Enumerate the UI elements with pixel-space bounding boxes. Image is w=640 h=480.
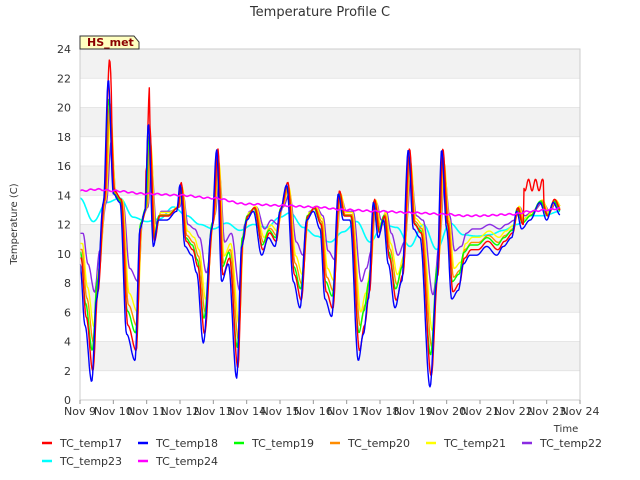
y-tick-label: 0 bbox=[64, 394, 71, 407]
plot-band bbox=[80, 283, 580, 313]
x-tick-label: Nov 24 bbox=[561, 405, 600, 418]
legend-item-tc-temp18: TC_temp18 bbox=[138, 437, 218, 450]
legend-label: TC_temp20 bbox=[347, 437, 410, 450]
legend-item-tc-temp20: TC_temp20 bbox=[330, 437, 410, 450]
plot-band bbox=[80, 166, 580, 196]
x-tick-label: Nov 19 bbox=[394, 405, 433, 418]
badge-label: HS_met bbox=[87, 36, 134, 49]
legend-label: TC_temp23 bbox=[59, 455, 122, 468]
plot-band bbox=[80, 107, 580, 137]
plot-band bbox=[80, 370, 580, 400]
plot-band bbox=[80, 253, 580, 283]
x-tick-label: Nov 15 bbox=[261, 405, 300, 418]
y-tick-label: 20 bbox=[57, 102, 71, 115]
legend-label: TC_temp17 bbox=[59, 437, 122, 450]
y-tick-label: 22 bbox=[57, 72, 71, 85]
y-tick-label: 18 bbox=[57, 131, 71, 144]
series-line-tc-temp17 bbox=[79, 59, 561, 377]
x-tick-label: Nov 18 bbox=[361, 405, 400, 418]
series-line-tc-temp20 bbox=[79, 102, 561, 348]
legend-label: TC_temp22 bbox=[539, 437, 602, 450]
chart-title: Temperature Profile C bbox=[249, 5, 390, 20]
y-tick-label: 24 bbox=[57, 43, 71, 56]
y-axis-label: Temperature (C) bbox=[9, 183, 20, 265]
x-tick-label: Nov 21 bbox=[461, 405, 500, 418]
legend-label: TC_temp24 bbox=[155, 455, 218, 468]
legend: TC_temp17 TC_temp18 TC_temp19 TC_temp20 TC_t… bbox=[42, 437, 602, 468]
legend-label: TC_temp18 bbox=[155, 437, 218, 450]
x-axis-label: Time bbox=[553, 424, 578, 435]
hs-met-badge: HS_met bbox=[79, 35, 140, 50]
plot-band bbox=[80, 312, 580, 342]
y-tick-label: 12 bbox=[57, 219, 71, 232]
legend-item-tc-temp23: TC_temp23 bbox=[42, 455, 122, 468]
x-tick-label: Nov 23 bbox=[527, 405, 566, 418]
legend-item-tc-temp21: TC_temp21 bbox=[426, 437, 506, 450]
y-tick-label: 4 bbox=[64, 336, 71, 349]
x-tick-label: Nov 10 bbox=[94, 405, 133, 418]
x-tick-label: Nov 22 bbox=[494, 405, 533, 418]
series-line-tc-temp23 bbox=[79, 197, 561, 251]
legend-label: TC_temp19 bbox=[251, 437, 314, 450]
x-tick-label: Nov 14 bbox=[227, 405, 266, 418]
legend-item-tc-temp19: TC_temp19 bbox=[234, 437, 314, 450]
plot-band bbox=[80, 136, 580, 166]
plot-background bbox=[80, 49, 580, 400]
plot-band bbox=[80, 78, 580, 108]
y-tick-label: 10 bbox=[57, 248, 71, 261]
y-tick-label: 6 bbox=[64, 306, 71, 319]
legend-label: TC_temp21 bbox=[443, 437, 506, 450]
y-tick-label: 8 bbox=[64, 277, 71, 290]
series-line-tc-temp24 bbox=[79, 187, 561, 218]
plot-band bbox=[80, 341, 580, 371]
x-tick-label: Nov 20 bbox=[427, 405, 466, 418]
plot-frame bbox=[79, 48, 581, 401]
x-tick-label: Nov 12 bbox=[161, 405, 200, 418]
plot-band bbox=[80, 49, 580, 79]
x-tick-label: Nov 16 bbox=[294, 405, 333, 418]
x-tick-label: Nov 9 bbox=[64, 405, 96, 418]
legend-item-tc-temp22: TC_temp22 bbox=[522, 437, 602, 450]
series-lines bbox=[79, 59, 561, 388]
x-tick-label: Nov 11 bbox=[127, 405, 166, 418]
series-line-tc-temp21 bbox=[79, 112, 561, 331]
legend-item-tc-temp17: TC_temp17 bbox=[42, 437, 122, 450]
x-tick-label: Nov 17 bbox=[327, 405, 366, 418]
y-tick-label: 14 bbox=[57, 189, 71, 202]
x-tick-label: Nov 13 bbox=[194, 405, 233, 418]
legend-item-tc-temp24: TC_temp24 bbox=[138, 455, 218, 468]
series-line-tc-temp18 bbox=[79, 80, 561, 388]
y-tick-label: 16 bbox=[57, 160, 71, 173]
y-tick-label: 2 bbox=[64, 365, 71, 378]
